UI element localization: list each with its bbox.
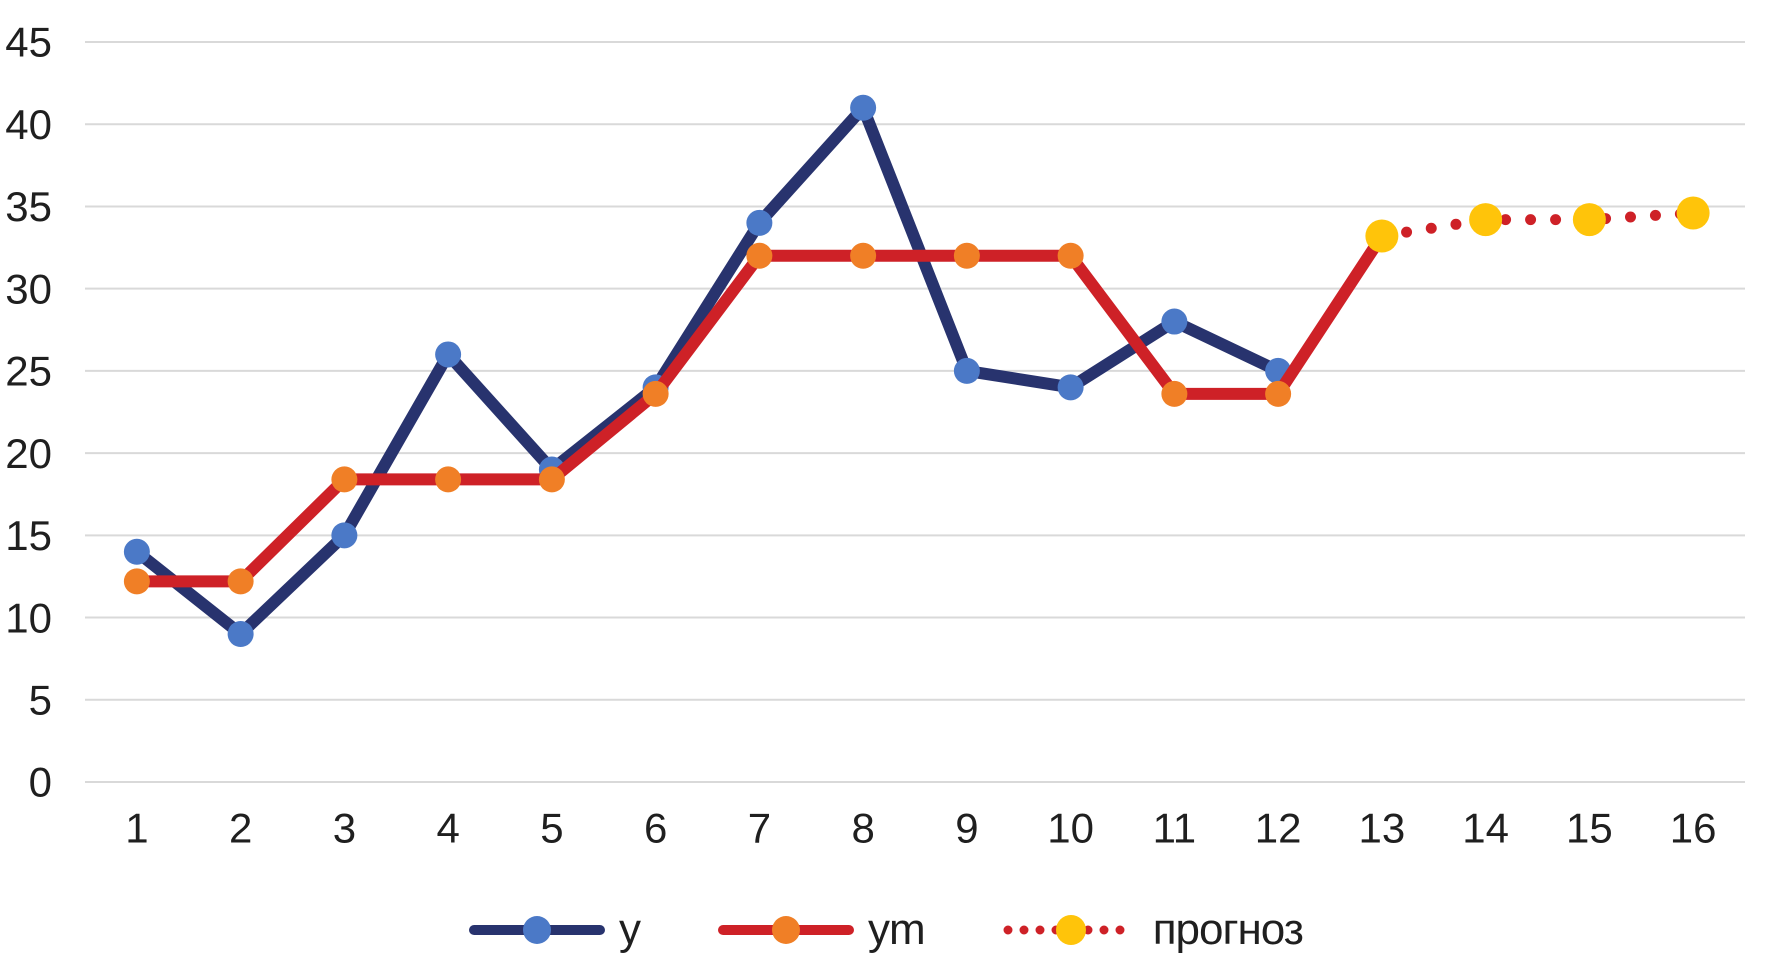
data-point-ym bbox=[1265, 380, 1292, 407]
series-ym bbox=[123, 223, 1395, 595]
data-point-y bbox=[746, 209, 773, 236]
data-point-ym bbox=[850, 242, 877, 269]
data-point-prognoz bbox=[1676, 196, 1710, 230]
legend-label-y: y bbox=[619, 905, 641, 954]
data-point-ym bbox=[1161, 380, 1188, 407]
x-axis-tick-label: 3 bbox=[333, 805, 356, 852]
data-point-prognoz bbox=[1572, 203, 1606, 237]
x-axis-tick-label: 10 bbox=[1047, 805, 1094, 852]
data-point-ym bbox=[642, 380, 669, 407]
x-axis-tick-label: 12 bbox=[1255, 805, 1302, 852]
x-axis-tick-label: 15 bbox=[1566, 805, 1613, 852]
legend-item-ym: ym bbox=[718, 905, 926, 954]
legend-swatch-prognoz-dotted-marker bbox=[1003, 915, 1139, 945]
data-point-y bbox=[123, 538, 150, 565]
series-prognoz bbox=[1365, 196, 1710, 253]
y-axis-tick-label: 45 bbox=[5, 19, 52, 66]
series-line-y bbox=[130, 101, 1285, 640]
data-point-y bbox=[331, 522, 358, 549]
data-point-y bbox=[1161, 308, 1188, 335]
data-point-y bbox=[850, 94, 877, 121]
data-point-ym bbox=[435, 466, 462, 493]
x-axis-tick-label: 1 bbox=[125, 805, 148, 852]
legend-label-ym: ym bbox=[868, 905, 926, 954]
y-axis-tick-label: 0 bbox=[29, 759, 52, 806]
y-axis-tick-label: 25 bbox=[5, 348, 52, 395]
data-point-y bbox=[953, 357, 980, 384]
legend-item-prognoz: прогноз bbox=[1003, 905, 1304, 954]
series-y bbox=[123, 94, 1292, 647]
x-axis-tick-label: 7 bbox=[748, 805, 771, 852]
data-point-prognoz bbox=[1365, 219, 1399, 253]
x-axis-tick-label: 4 bbox=[436, 805, 459, 852]
x-axis-tick-label: 14 bbox=[1462, 805, 1509, 852]
y-axis-tick-label: 35 bbox=[5, 183, 52, 230]
data-point-ym bbox=[1057, 242, 1084, 269]
data-point-y bbox=[1057, 374, 1084, 401]
data-point-ym bbox=[123, 568, 150, 595]
legend-label-prognoz: прогноз bbox=[1152, 905, 1304, 954]
y-axis-tick-label: 10 bbox=[5, 594, 52, 641]
data-point-y bbox=[435, 341, 462, 368]
y-axis-tick-label: 15 bbox=[5, 512, 52, 559]
x-axis-tick-label: 2 bbox=[229, 805, 252, 852]
legend-swatch-y-line-marker bbox=[469, 916, 606, 944]
data-point-ym bbox=[331, 466, 358, 493]
data-point-prognoz bbox=[1469, 203, 1503, 237]
data-point-ym bbox=[538, 466, 565, 493]
legend-swatch-ym-line-marker bbox=[718, 916, 855, 944]
legend-item-y: y bbox=[469, 905, 641, 954]
y-axis-tick-label: 40 bbox=[5, 101, 52, 148]
y-axis-tick-label: 30 bbox=[5, 265, 52, 312]
x-axis-tick-label: 13 bbox=[1359, 805, 1406, 852]
data-point-ym bbox=[746, 242, 773, 269]
x-axis-tick-label: 16 bbox=[1670, 805, 1717, 852]
x-axis-tick-label: 5 bbox=[540, 805, 563, 852]
y-axis-tick-label: 20 bbox=[5, 430, 52, 477]
x-axis-tick-label: 9 bbox=[955, 805, 978, 852]
data-point-y bbox=[227, 621, 254, 647]
data-point-ym bbox=[953, 242, 980, 269]
x-axis-tick-label: 8 bbox=[851, 805, 874, 852]
series-line-prognoz bbox=[1376, 207, 1699, 242]
y-axis-tick-label: 5 bbox=[29, 676, 52, 723]
x-axis-tick-label: 6 bbox=[644, 805, 667, 852]
x-axis-tick-label: 11 bbox=[1153, 805, 1197, 852]
data-point-ym bbox=[227, 568, 254, 595]
legend: y ym прогноз bbox=[0, 908, 1772, 952]
